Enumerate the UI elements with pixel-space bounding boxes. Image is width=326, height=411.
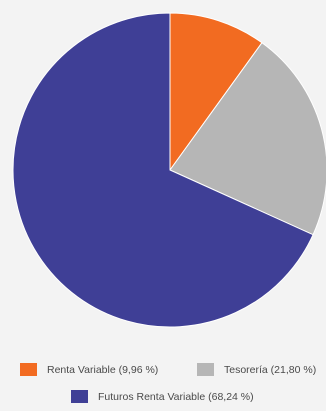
legend-label-futuros-renta-variable: Futuros Renta Variable (68,24 %) xyxy=(98,390,254,403)
legend-swatch-futuros-renta-variable xyxy=(71,390,88,403)
pie-chart xyxy=(12,12,326,328)
legend-item-renta-variable: Renta Variable (9,96 %) xyxy=(20,363,158,376)
pie-slice-2 xyxy=(12,12,314,328)
pie-slice-0 xyxy=(169,12,263,172)
legend-item-tesoreria: Tesorería (21,80 %) xyxy=(197,363,316,376)
legend-swatch-renta-variable xyxy=(20,363,37,376)
legend-item-futuros-renta-variable: Futuros Renta Variable (68,24 %) xyxy=(71,390,254,403)
legend-swatch-tesoreria xyxy=(197,363,214,376)
legend-label-tesoreria: Tesorería (21,80 %) xyxy=(224,363,317,376)
pie-slice-1 xyxy=(169,42,326,236)
legend-label-renta-variable: Renta Variable (9,96 %) xyxy=(47,363,159,376)
